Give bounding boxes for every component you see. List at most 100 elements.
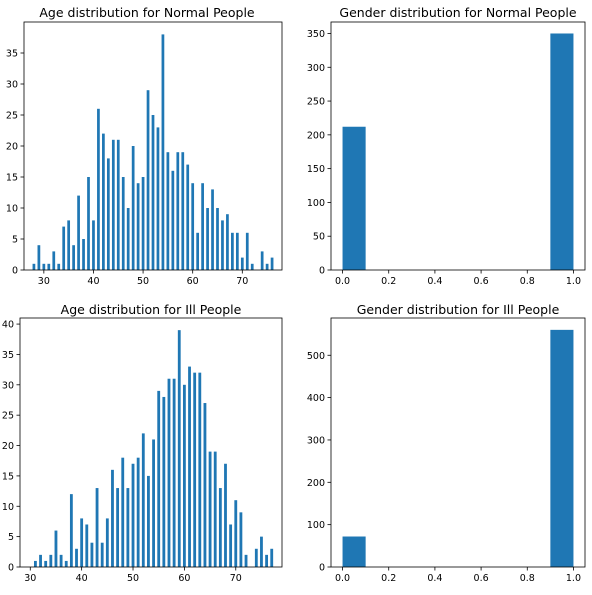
chart-age-normal: Age distribution for Normal People 30 40 5… — [6, 5, 283, 287]
bar — [270, 548, 274, 567]
bar — [97, 108, 100, 270]
bar — [231, 232, 234, 270]
y-tick-label: 300 — [307, 435, 325, 446]
bar — [95, 488, 99, 567]
bar — [254, 548, 258, 567]
bar — [260, 536, 263, 567]
bar — [188, 366, 191, 567]
bar — [69, 494, 73, 567]
bar — [111, 139, 115, 270]
bar — [85, 524, 89, 567]
axes-frame — [19, 317, 283, 568]
x-tick-label: 40 — [87, 276, 99, 287]
bar — [193, 372, 197, 567]
bar — [224, 463, 227, 567]
bar — [211, 189, 214, 270]
y-tick-label: 40 — [2, 320, 14, 331]
bar — [147, 475, 150, 567]
bar — [250, 263, 254, 270]
bar — [136, 457, 140, 567]
y-tick-label: 250 — [307, 97, 325, 108]
bar — [116, 139, 120, 270]
bar — [82, 239, 85, 270]
bar — [221, 220, 224, 270]
bar — [64, 560, 68, 567]
bar — [245, 232, 249, 270]
bar — [126, 488, 130, 567]
x-tick-label: 0.4 — [427, 276, 442, 287]
y-tick-label: 20 — [2, 441, 14, 452]
bar — [270, 257, 274, 270]
bar — [265, 263, 269, 270]
y-tick-label: 200 — [307, 478, 325, 489]
y-tick-label: 30 — [6, 80, 18, 91]
x-tick-label: 50 — [127, 573, 139, 584]
bar — [32, 263, 36, 270]
x-tick-label: 30 — [38, 276, 50, 287]
x-tick-label: 60 — [178, 573, 190, 584]
y-tick-label: 10 — [2, 502, 14, 513]
bar — [44, 560, 48, 567]
bar — [126, 208, 130, 270]
y-tick-label: 200 — [307, 130, 325, 141]
axes-frame — [23, 21, 283, 271]
x-tick-label: 1.0 — [566, 573, 581, 584]
bar — [39, 554, 42, 567]
bar — [342, 536, 366, 567]
bar — [176, 152, 180, 270]
bar — [121, 457, 125, 567]
bar — [226, 214, 229, 270]
x-tick-label: 0.8 — [520, 276, 535, 287]
chart-gender-ill: Gender distribution for Ill People 0.0 0.… — [307, 302, 586, 584]
y-tick-label: 150 — [307, 164, 325, 175]
bar — [203, 403, 207, 567]
y-tick-label: 300 — [307, 63, 325, 74]
bar — [201, 183, 204, 270]
bar — [213, 451, 217, 567]
y-tick-label: 25 — [2, 411, 14, 422]
bar — [80, 518, 84, 567]
x-tick-label: 0.4 — [427, 573, 442, 584]
y-tick-label: 0 — [12, 266, 18, 277]
bar — [47, 263, 51, 270]
bar — [72, 245, 75, 270]
bar — [171, 170, 175, 270]
y-tick-label: 0 — [319, 266, 325, 277]
bar — [342, 126, 366, 270]
bar — [54, 530, 58, 567]
chart-title: Age distribution for Ill People — [61, 302, 242, 317]
y-tick-label: 10 — [6, 204, 18, 215]
x-tick-label: 0.2 — [381, 573, 396, 584]
y-tick-label: 100 — [307, 198, 325, 209]
bar — [181, 152, 185, 270]
y-tick-label: 35 — [6, 49, 18, 60]
bar — [136, 183, 140, 270]
bar — [67, 220, 71, 270]
y-tick-label: 30 — [2, 380, 14, 391]
bar — [111, 469, 114, 567]
x-tick-label: 70 — [230, 573, 242, 584]
bar — [116, 488, 120, 567]
y-tick-label: 20 — [6, 142, 18, 153]
x-tick-label: 70 — [236, 276, 248, 287]
x-tick-label: 1.0 — [566, 276, 581, 287]
bar — [172, 378, 176, 567]
x-tick-label: 30 — [24, 573, 36, 584]
bar — [216, 208, 219, 270]
bar — [218, 488, 222, 567]
bar — [37, 245, 41, 270]
y-tick-label: 400 — [307, 393, 325, 404]
bar — [260, 251, 264, 270]
bar — [121, 177, 125, 270]
bar — [206, 208, 209, 270]
bar — [198, 372, 202, 567]
bar — [62, 226, 66, 270]
bar — [33, 560, 37, 567]
y-tick-label: 50 — [313, 232, 325, 243]
bar — [550, 329, 574, 567]
x-tick-label: 40 — [76, 573, 88, 584]
bar — [75, 548, 78, 567]
bar — [131, 463, 135, 567]
bar — [90, 542, 94, 567]
